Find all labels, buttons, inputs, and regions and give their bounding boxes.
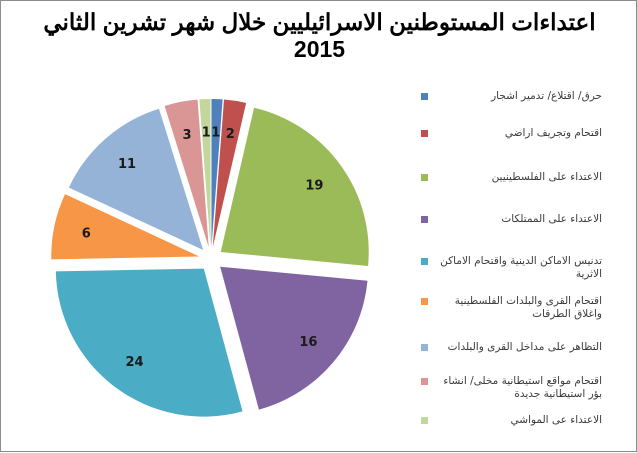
pie-slice: [212, 99, 247, 248]
slice-value-label: 3: [183, 128, 192, 143]
legend-item: اقتحام مواقع استيطانية مخلى/ انشاء بؤر ا…: [421, 375, 626, 401]
chart-title: اعتداءات المستوطنين الاسرائيليين خلال شه…: [1, 9, 637, 63]
legend-swatch: [421, 216, 428, 223]
legend-label: حرق/ اقتلاع/ تدمير اشجار: [491, 90, 602, 102]
legend-label: التظاهر على مداخل القرى والبلدات: [447, 341, 602, 353]
pie-slice: [55, 268, 243, 417]
slice-value-label: 24: [125, 355, 143, 370]
chart-title-year: 2015: [293, 36, 346, 62]
legend-label: تدنيس الاماكن الدينية واقتحام الاماكن ال…: [440, 255, 602, 280]
legend-item: الاعتداء على الفلسطينيين: [421, 171, 626, 184]
legend-item: حرق/ اقتلاع/ تدمير اشجار: [421, 90, 626, 103]
legend-label: اقتحام مواقع استيطانية مخلى/ انشاء بؤر ا…: [443, 375, 602, 400]
pie-slice: [220, 266, 368, 410]
legend-item: اقتحام وتجريف اراضي: [421, 127, 626, 140]
legend-swatch: [421, 174, 428, 181]
legend-label: اقتحام وتجريف اراضي: [504, 127, 602, 139]
slice-value-label: 2: [226, 127, 235, 142]
legend-swatch: [421, 378, 428, 385]
pie-slice: [164, 99, 209, 248]
legend-swatch: [421, 298, 428, 305]
legend-swatch: [421, 344, 428, 351]
legend-item: تدنيس الاماكن الدينية واقتحام الاماكن ال…: [421, 255, 626, 281]
legend-label: الاعتداء على الفلسطينيين: [491, 171, 602, 183]
slice-value-label: 11: [118, 157, 136, 172]
legend-label: الاعتداء عى المواشي: [510, 414, 602, 426]
legend-swatch: [421, 130, 428, 137]
pie-slice: [68, 108, 204, 250]
slice-value-label: 19: [305, 178, 323, 193]
legend-item: اقتحام القرى والبلدات الفلسطينية واغلاق …: [421, 295, 626, 321]
legend-label: الاعتداء على الممتلكات: [501, 213, 602, 225]
legend-item: الاعتداء عى المواشي: [421, 414, 626, 427]
pie-slice: [51, 194, 200, 260]
legend-swatch: [421, 258, 428, 265]
legend-item: التظاهر على مداخل القرى والبلدات: [421, 341, 626, 354]
chart-title-line1: اعتداءات المستوطنين الاسرائيليين خلال شه…: [43, 9, 596, 35]
slice-value-label: 1: [202, 126, 211, 141]
legend-label: اقتحام القرى والبلدات الفلسطينية واغلاق …: [454, 295, 602, 320]
slice-value-label: 16: [299, 335, 317, 350]
pie-slice: [199, 99, 211, 248]
slice-value-label: 1: [211, 126, 220, 141]
pie-slice: [211, 99, 223, 248]
pie-slice: [220, 107, 369, 266]
legend-swatch: [421, 417, 428, 424]
slice-value-label: 6: [82, 227, 91, 242]
legend-swatch: [421, 93, 428, 100]
legend-item: الاعتداء على الممتلكات: [421, 213, 626, 226]
